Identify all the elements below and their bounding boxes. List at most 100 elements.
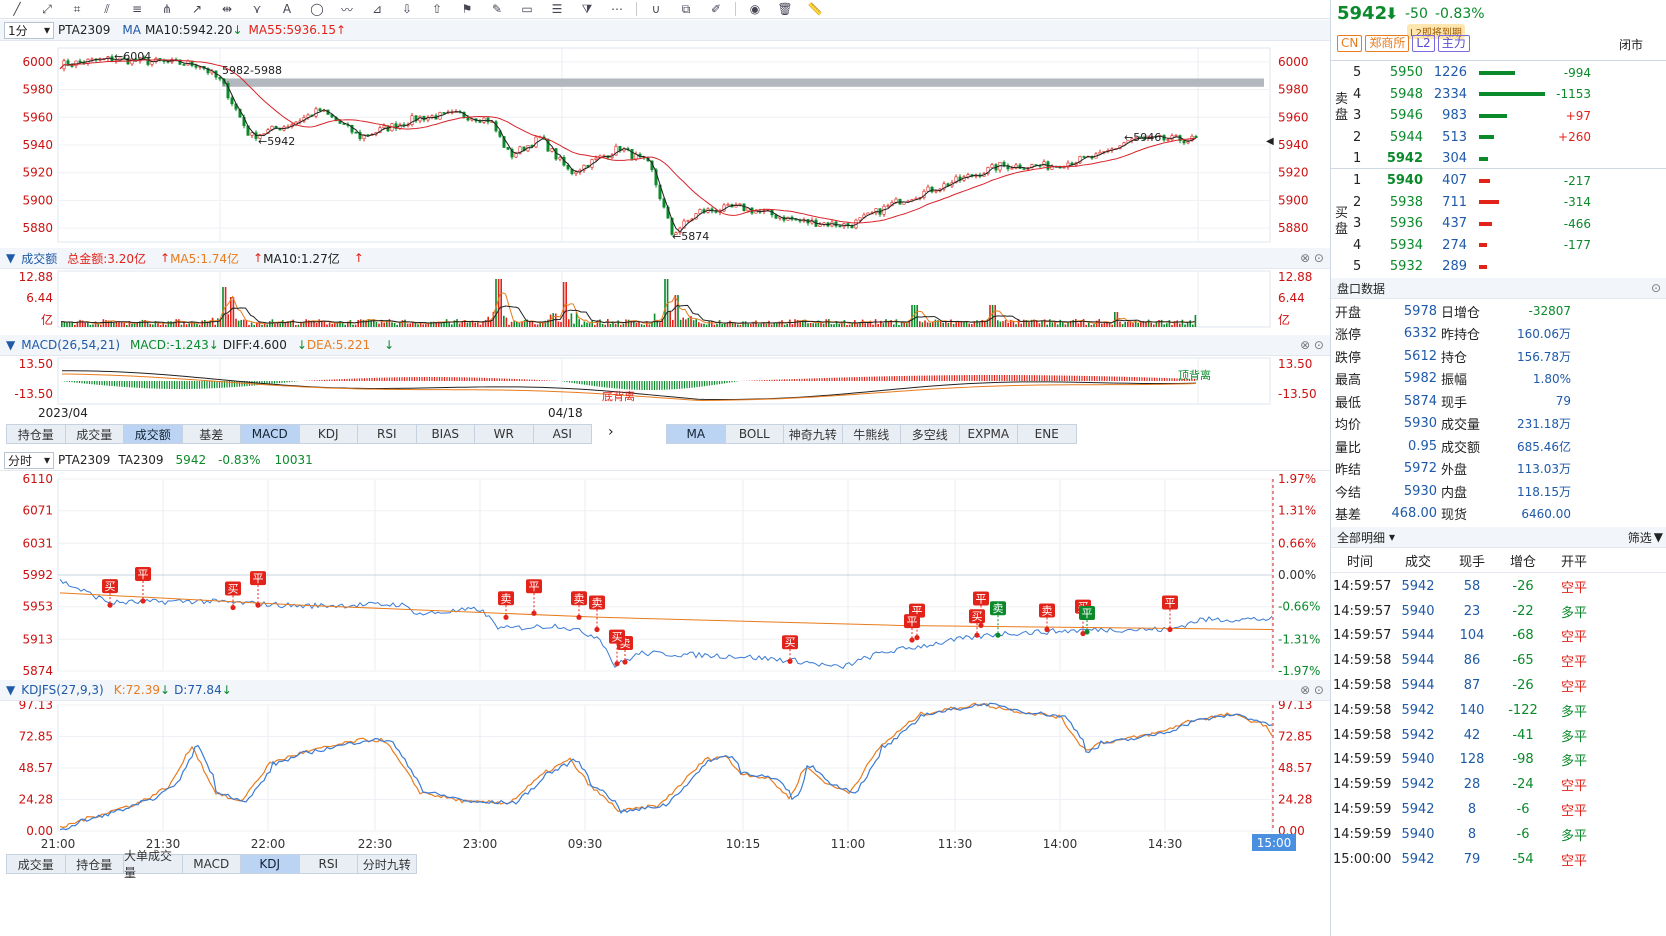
gann-fan-icon[interactable]: ⋔: [161, 2, 173, 16]
signal-badge[interactable]: [571, 591, 587, 606]
bid-row[interactable]: 5 5932 289: [1331, 256, 1666, 278]
fenshi-chart[interactable]: 6110 1.97% 6071 1.31% 6031 0.66% 5992 0.00% 5953…: [0, 471, 1330, 679]
tab-多空线[interactable]: 多空线: [900, 424, 960, 444]
signal-badge[interactable]: [250, 571, 266, 586]
signal-badge[interactable]: [782, 635, 798, 650]
signal-badge[interactable]: [990, 601, 1006, 616]
quote-tag[interactable]: L2: [1412, 35, 1435, 52]
ray-tool-icon[interactable]: ⤢: [42, 1, 52, 16]
chevron-right-icon[interactable]: ›: [608, 424, 614, 440]
tab-ENE[interactable]: ENE: [1017, 424, 1077, 444]
more-icon[interactable]: ⋯: [611, 2, 623, 16]
bid-row[interactable]: 2 5938 711 -314: [1331, 192, 1666, 214]
tab-BIAS[interactable]: BIAS: [415, 424, 475, 444]
ask-row[interactable]: 4 5948 2334 -1153: [1331, 84, 1666, 106]
arrow-up-icon[interactable]: ⇧: [431, 2, 443, 16]
tab-WR[interactable]: WR: [474, 424, 534, 444]
tab-神奇九转[interactable]: 神奇九转: [783, 424, 843, 444]
line-tool-icon[interactable]: ╱: [13, 2, 21, 16]
pencil-icon[interactable]: ✐: [710, 2, 722, 16]
filter-icon[interactable]: ⧩: [581, 1, 593, 16]
tab-RSI[interactable]: RSI: [357, 424, 417, 444]
ellipse-icon[interactable]: ◯: [310, 2, 324, 16]
close-icon[interactable]: ⊗ ⊙: [1300, 683, 1324, 697]
filter-button[interactable]: 筛选: [1627, 530, 1652, 545]
signal-badge[interactable]: [498, 591, 514, 606]
layers-icon[interactable]: ⧉: [681, 1, 691, 16]
ask-row[interactable]: 5 5950 1226 -994: [1331, 62, 1666, 84]
bid-row[interactable]: 3 5936 437 -466: [1331, 213, 1666, 235]
filter-icon[interactable]: ▼: [1653, 530, 1663, 544]
signal-badge[interactable]: [135, 567, 151, 582]
collapse-icon[interactable]: ▼: [6, 338, 16, 352]
signal-badge[interactable]: [969, 609, 985, 624]
range-icon[interactable]: ⇹: [221, 2, 233, 16]
arrow-down-icon[interactable]: ⇩: [401, 2, 413, 16]
ask-row[interactable]: 2 5944 513 +260: [1331, 127, 1666, 149]
tab-持仓量[interactable]: 持仓量: [64, 854, 124, 874]
arrow-icon[interactable]: ↗: [191, 2, 203, 16]
tab-MA[interactable]: MA: [666, 424, 726, 444]
close-icon[interactable]: ⊗ ⊙: [1300, 251, 1324, 265]
magnet-icon[interactable]: ∪: [651, 2, 661, 16]
period-select[interactable]: 1分 ▾: [4, 21, 54, 39]
collapse-icon[interactable]: ▼: [6, 683, 16, 697]
segment-tool-icon[interactable]: ⌗: [73, 1, 81, 16]
close-icon[interactable]: ⊗ ⊙: [1300, 338, 1324, 352]
list-icon[interactable]: ☰: [551, 2, 563, 16]
signal-badge[interactable]: [102, 579, 118, 594]
volume-chart[interactable]: 12.88 12.88 6.44 6.44 亿 亿: [0, 269, 1330, 335]
macd-chart[interactable]: 13.50 -13.50 13.50 -13.50 底背离 顶背离: [0, 356, 1330, 422]
signal-badge[interactable]: [973, 591, 989, 606]
kdj-chart[interactable]: 97.13 97.13 72.85 72.85 48.57 48.57 24.28 24.28…: [0, 701, 1330, 851]
tab-KDJ[interactable]: KDJ: [298, 424, 358, 444]
tab-MACD[interactable]: MACD: [181, 854, 241, 874]
quote-tag[interactable]: 郑商所: [1365, 35, 1410, 52]
measure-icon[interactable]: ⊿: [371, 2, 383, 16]
brush-icon[interactable]: ✎: [491, 2, 503, 16]
detail-title[interactable]: 全部明细: [1337, 530, 1386, 545]
tab-成交额[interactable]: 成交额: [123, 424, 183, 444]
ask-row[interactable]: 3 5946 983 +97: [1331, 105, 1666, 127]
signal-badge[interactable]: [1079, 605, 1095, 620]
fib-retrace-icon[interactable]: ≡: [131, 2, 143, 16]
dropdown-arrow-icon[interactable]: ▾: [1389, 530, 1396, 544]
signal-badge[interactable]: [526, 579, 542, 594]
tab-成交量[interactable]: 成交量: [6, 854, 66, 874]
tab-ASI[interactable]: ASI: [532, 424, 592, 444]
tab-RSI[interactable]: RSI: [298, 854, 358, 874]
tab-BOLL[interactable]: BOLL: [724, 424, 784, 444]
mode-select[interactable]: 分时 ▾: [4, 451, 54, 469]
rect-icon[interactable]: ▭: [521, 2, 533, 16]
tab-基差[interactable]: 基差: [181, 424, 241, 444]
tab-成交量[interactable]: 成交量: [64, 424, 124, 444]
bid-row[interactable]: 1 5940 407 -217: [1331, 170, 1666, 192]
tab-牛熊线[interactable]: 牛熊线: [841, 424, 901, 444]
signal-badge[interactable]: [1039, 603, 1055, 618]
signal-badge[interactable]: [609, 629, 625, 644]
settings-icon[interactable]: ⊙: [1650, 281, 1661, 295]
quote-tag[interactable]: CN: [1337, 35, 1363, 52]
bid-row[interactable]: 4 5934 274 -177: [1331, 235, 1666, 257]
ask-row[interactable]: 1 5942 304: [1331, 148, 1666, 170]
fork-icon[interactable]: ⋎: [252, 2, 262, 16]
trash-icon[interactable]: 🗑: [777, 2, 793, 16]
signal-badge[interactable]: [904, 614, 920, 629]
signal-badge[interactable]: [589, 595, 605, 610]
flag-icon[interactable]: ⚑: [461, 2, 473, 16]
pen-icon[interactable]: 〰: [340, 2, 353, 17]
quote-tag[interactable]: 主力: [1437, 35, 1470, 52]
collapse-icon[interactable]: ▼: [6, 251, 16, 265]
parallel-channel-icon[interactable]: ⫽: [104, 1, 110, 16]
tab-EXPMA[interactable]: EXPMA: [958, 424, 1018, 444]
kline-chart[interactable]: 6000 6000 5980 5980 5960 5960 5940 5940 5920 5920…: [0, 42, 1330, 247]
tab-分时九转[interactable]: 分时九转: [357, 854, 417, 874]
tab-大单成交量[interactable]: 大单成交量: [123, 849, 183, 880]
tab-MACD[interactable]: MACD: [240, 424, 300, 444]
tab-持仓量[interactable]: 持仓量: [6, 424, 66, 444]
ruler-icon[interactable]: 📏: [807, 2, 823, 16]
eye-icon[interactable]: ◉: [749, 2, 761, 16]
tab-KDJ[interactable]: KDJ: [240, 854, 300, 874]
text-icon[interactable]: A: [282, 2, 292, 16]
signal-badge[interactable]: [225, 581, 241, 596]
